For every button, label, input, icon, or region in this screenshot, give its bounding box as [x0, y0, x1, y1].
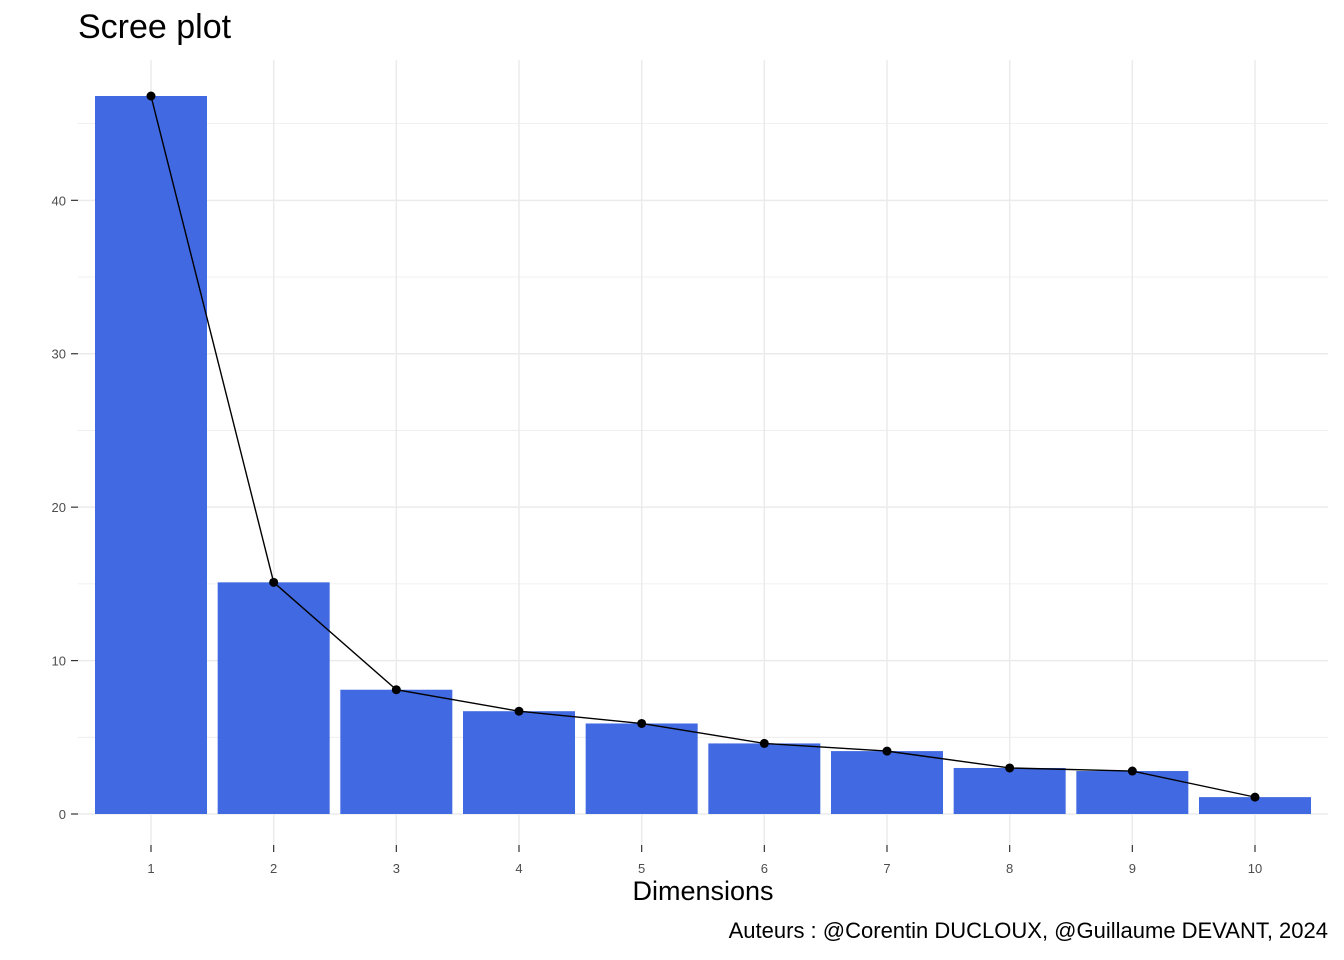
line-points: [146, 91, 1260, 802]
x-tick-label: 4: [515, 861, 522, 876]
bar-dimension-5: [585, 723, 698, 814]
point-dimension-2: [269, 577, 279, 587]
y-tick-label: 40: [52, 193, 66, 208]
bar-dimension-6: [708, 743, 821, 814]
scree-line: [150, 95, 1256, 798]
x-tick-label: 1: [147, 861, 154, 876]
x-tick-label: 7: [883, 861, 890, 876]
bar-dimension-3: [340, 689, 453, 814]
x-tick-label: 6: [761, 861, 768, 876]
y-axis-ticks: 0 10 20 30 40: [52, 193, 78, 822]
point-dimension-4: [514, 706, 524, 716]
chart-caption: Auteurs : @Corentin DUCLOUX, @Guillaume …: [728, 918, 1328, 943]
bar-dimension-8: [953, 767, 1066, 814]
bar-dimension-2: [217, 582, 330, 814]
x-tick-label: 5: [638, 861, 645, 876]
x-tick-label: 2: [270, 861, 277, 876]
chart-title: Scree plot: [78, 8, 232, 46]
point-dimension-9: [1127, 766, 1137, 776]
x-tick-label: 3: [393, 861, 400, 876]
point-dimension-1: [146, 91, 156, 101]
bar-dimension-10: [1199, 797, 1311, 814]
y-tick-label: 30: [52, 347, 66, 362]
point-dimension-6: [759, 738, 769, 748]
bar-dimension-9: [1076, 771, 1189, 814]
point-dimension-7: [882, 746, 892, 756]
bar-dimension-7: [831, 751, 943, 814]
point-dimension-3: [391, 685, 401, 695]
point-dimension-10: [1250, 792, 1260, 802]
y-tick-label: 0: [59, 807, 66, 822]
y-tick-label: 20: [52, 500, 66, 515]
x-axis-title: Dimensions: [632, 876, 774, 906]
bars: [95, 96, 1311, 814]
x-axis-ticks: 1 2 3 4 5 6 7 8 9 10: [147, 845, 1262, 876]
cumulative-line: [150, 95, 1256, 798]
y-tick-label: 10: [52, 654, 66, 669]
bar-dimension-1: [95, 96, 207, 814]
x-tick-label: 10: [1248, 861, 1262, 876]
point-dimension-5: [637, 718, 647, 728]
point-dimension-8: [1005, 763, 1015, 773]
x-tick-label: 9: [1129, 861, 1136, 876]
bar-dimension-4: [463, 711, 575, 814]
x-tick-label: 8: [1006, 861, 1013, 876]
